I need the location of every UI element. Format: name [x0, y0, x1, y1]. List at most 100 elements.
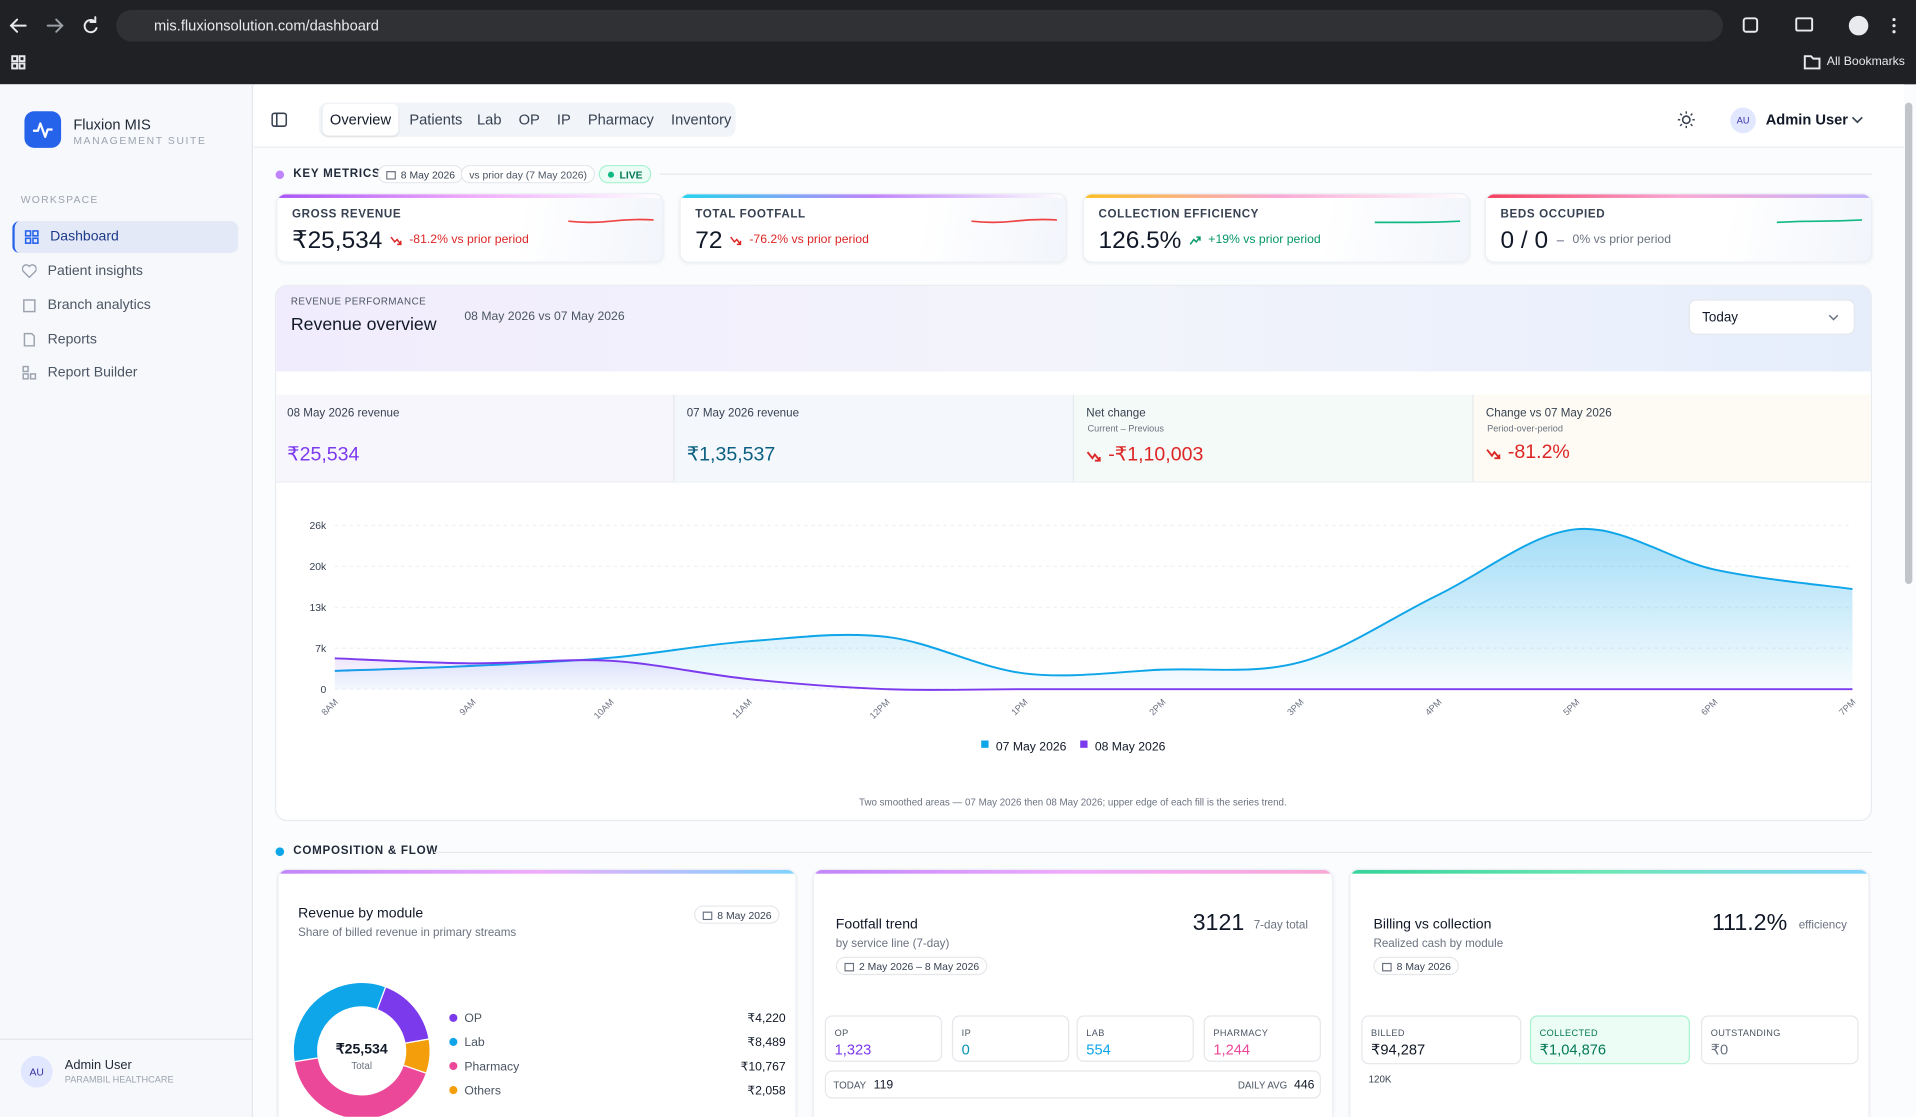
tile: OUTSTANDING ₹0 [1700, 1015, 1859, 1065]
tile-value: 1,244 [1213, 1041, 1251, 1059]
panel-title: Revenue overview [290, 315, 437, 335]
cast-icon[interactable] [1795, 17, 1814, 32]
metric-label: COLLECTION EFFICIENCY [1098, 207, 1260, 222]
legend-swatch [1080, 740, 1088, 748]
address-bar[interactable] [116, 9, 1723, 42]
date: 2 May 2026 – 8 May 2026 [859, 959, 980, 973]
theme-toggle[interactable] [1677, 111, 1695, 129]
donut-slice [293, 1057, 428, 1117]
x-tick-label: 5PM [1561, 697, 1581, 717]
card-title: Revenue by module [298, 906, 424, 922]
tab[interactable]: Pharmacy [587, 111, 654, 129]
stat-sub: Current – Previous [1087, 422, 1164, 434]
nav-item[interactable]: Dashboard [12, 221, 239, 253]
sidebar-toggle[interactable] [271, 112, 288, 128]
donut-center-sub: Total [351, 1061, 372, 1072]
card-title: Billing vs collection [1373, 917, 1492, 933]
nav-item[interactable]: Report Builder [12, 357, 238, 389]
forward-icon[interactable] [46, 18, 64, 33]
efficiency-label: efficiency [1798, 918, 1847, 933]
axis-label: 120K [1368, 1074, 1392, 1086]
donut-center: ₹25,534 [336, 1040, 388, 1056]
metric-label: BEDS OCCUPIED [1500, 207, 1606, 222]
divider [0, 1038, 253, 1040]
tab[interactable]: Lab [477, 111, 502, 129]
chart-caption: Two smoothed areas — 07 May 2026 then 08… [859, 796, 1287, 808]
metric-card: BEDS OCCUPIED 0 / 0 0% vs prior period [1484, 193, 1873, 263]
legend-dot [449, 1037, 458, 1046]
area-fill [334, 658, 1853, 690]
tile-value: 554 [1086, 1041, 1111, 1059]
efficiency: 111.2% [1711, 910, 1788, 937]
nav-label[interactable]: Dashboard [50, 229, 119, 245]
metric-value: 72 [695, 227, 723, 255]
section-dot [275, 170, 285, 180]
nav-item[interactable]: Patient insights [12, 255, 238, 287]
url[interactable]: mis.fluxionsolution.com/dashboard [153, 17, 379, 35]
stat-value: -₹1,10,003 [1108, 444, 1204, 466]
range-select[interactable]: Today [1688, 299, 1855, 335]
y-tick-label: 13k [310, 603, 328, 614]
legend-dot [449, 1061, 458, 1071]
tile: COLLECTED ₹1,04,876 [1529, 1015, 1690, 1065]
rule [433, 851, 1873, 853]
tile: OP 1,323 [824, 1015, 943, 1062]
metric-card: GROSS REVENUE ₹25,534 -81.2% vs prior per… [276, 193, 664, 263]
tile-value: ₹0 [1710, 1041, 1729, 1059]
stat: Net change Current – Previous -₹1,10,003 [1074, 393, 1472, 480]
legend-value: ₹4,220 [747, 1011, 786, 1025]
stat: Change vs 07 May 2026Period-over-periodT… [1474, 393, 1872, 480]
user-name[interactable]: Admin User [1765, 111, 1849, 129]
metric-delta: -81.2% vs prior period [409, 233, 529, 247]
tab[interactable]: Patients [409, 111, 463, 129]
tile-label: BILLED [1371, 1027, 1405, 1039]
compare: vs prior day (7 May 2026) [469, 168, 587, 181]
folder-icon [1803, 55, 1821, 70]
date-pill: 8 May 2026 [694, 905, 781, 924]
y-tick-label: 20k [310, 562, 328, 573]
metric-value: 126.5% [1098, 227, 1182, 255]
y-tick-label: 7k [315, 644, 327, 655]
avatar[interactable]: AU [1730, 107, 1756, 134]
reload-icon[interactable] [83, 16, 98, 34]
range[interactable]: Today [1702, 309, 1739, 325]
legend-swatch [981, 740, 989, 748]
x-tick-label: 7PM [1837, 697, 1857, 717]
billing-card [1349, 868, 1870, 1117]
apps-icon[interactable] [11, 55, 19, 63]
back-icon[interactable] [9, 18, 27, 33]
user-menu-chevron[interactable] [1851, 115, 1863, 125]
tile-label: PHARMACY [1213, 1027, 1269, 1039]
nav-label[interactable]: Reports [47, 332, 97, 348]
metric-card: TOTAL FOOTFALL 72 -76.2% vs prior period [679, 193, 1067, 263]
profile-icon[interactable] [1848, 15, 1869, 36]
stat-value: -81.2% [1507, 442, 1570, 464]
nav-label[interactable]: Report Builder [47, 365, 138, 381]
tab[interactable]: OP [518, 111, 540, 129]
card-title: Footfall trend [835, 917, 918, 933]
stat-sub: Period-over-period [1487, 422, 1564, 434]
today-label: TODAY [833, 1080, 867, 1092]
nav-item[interactable]: Branch analytics [12, 290, 238, 322]
extensions-icon[interactable] [1742, 17, 1759, 33]
nav-label[interactable]: Patient insights [47, 263, 143, 279]
nav-label[interactable]: Branch analytics [47, 298, 151, 313]
scrollbar[interactable] [1905, 102, 1913, 585]
x-tick-label: 10AM [592, 697, 616, 721]
tile-label: LAB [1086, 1027, 1105, 1039]
date-pill: 2 May 2026 – 8 May 2026 [835, 956, 988, 976]
legend-dot [449, 1013, 458, 1022]
bookmarks[interactable]: All Bookmarks [1826, 54, 1905, 69]
legend-value: ₹2,058 [747, 1083, 786, 1097]
today-value: 119 [873, 1078, 894, 1093]
tab[interactable]: Inventory [670, 111, 732, 129]
metric-delta: -76.2% vs prior period [749, 233, 869, 247]
tab[interactable]: Overview [322, 103, 399, 136]
nav-item[interactable]: Reports [12, 324, 238, 356]
tab[interactable]: IP [556, 111, 571, 129]
eyebrow: REVENUE PERFORMANCE [290, 295, 427, 307]
avg-label: DAILY AVG [1237, 1080, 1288, 1092]
